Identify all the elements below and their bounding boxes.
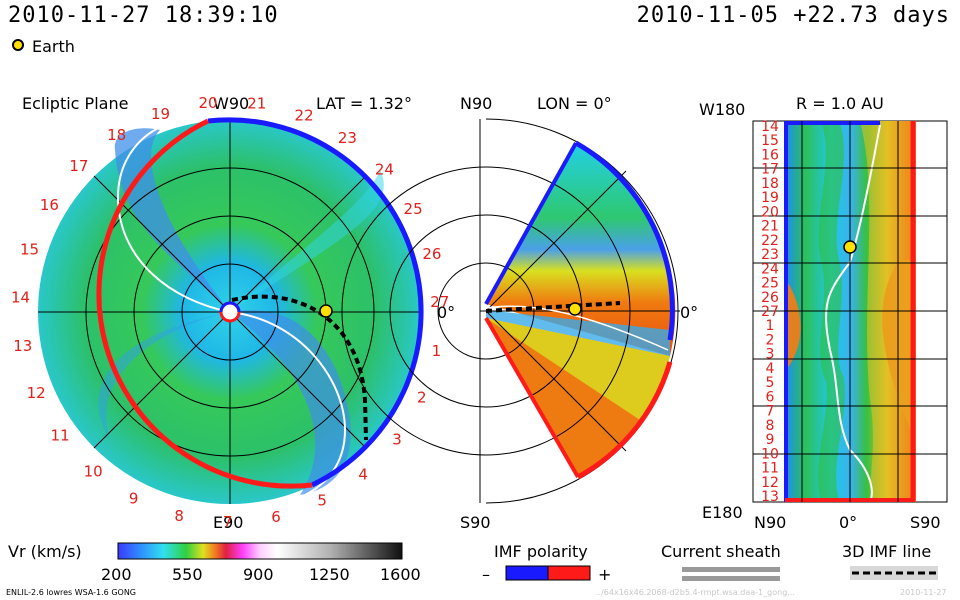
- r-panel-y-tick: 24: [761, 261, 779, 277]
- r-panel-y-tick: 7: [766, 404, 775, 420]
- current-sheath-swatch: [682, 567, 780, 581]
- day-label-26: 26: [422, 245, 441, 263]
- colorbar-tick-1250: 1250: [309, 565, 350, 584]
- r-panel-earth-marker: [843, 240, 857, 254]
- day-label-27: 27: [430, 293, 449, 311]
- colorbar-tick-550: 550: [172, 565, 203, 584]
- day-label-11: 11: [51, 426, 70, 444]
- r-panel-e180-label: E180: [702, 503, 743, 522]
- r-panel-y-tick: 27: [761, 304, 779, 320]
- r-panel-y-tick: 20: [761, 204, 779, 220]
- day-label-15: 15: [20, 240, 39, 258]
- day-label-13: 13: [13, 337, 32, 355]
- r-panel-y-tick: 1: [766, 318, 775, 334]
- ecliptic-top-label: W90: [213, 94, 250, 113]
- current-sheath-label: Current sheath: [661, 542, 781, 561]
- meridional-bottom-label: S90: [460, 513, 491, 532]
- r-panel-y-tick: 23: [761, 247, 779, 263]
- colorbar-tick-900: 900: [243, 565, 274, 584]
- imf-polarity-label: IMF polarity: [494, 542, 588, 561]
- r-panel-y-tick: 6: [766, 389, 775, 405]
- r-panel-y-tick: 16: [761, 148, 779, 164]
- day-label-24: 24: [375, 161, 394, 179]
- ecliptic-plane-plot: [38, 117, 424, 504]
- day-label-20: 20: [198, 94, 217, 112]
- imf-line-label: 3D IMF line: [842, 542, 932, 561]
- meridional-earth-marker: [568, 302, 582, 316]
- imf-polarity-swatch: [505, 565, 591, 581]
- r-panel-y-tick: 9: [766, 432, 775, 448]
- day-label-18: 18: [107, 126, 126, 144]
- day-label-2: 2: [417, 388, 427, 406]
- ecliptic-title: Ecliptic Plane: [22, 94, 129, 113]
- day-label-7: 7: [223, 513, 233, 531]
- colorbar-tick-200: 200: [101, 565, 132, 584]
- day-label-19: 19: [151, 105, 170, 123]
- r-panel-y-tick: 14: [761, 119, 779, 135]
- day-label-12: 12: [27, 384, 46, 402]
- day-label-4: 4: [358, 465, 368, 483]
- r-panel-y-tick: 19: [761, 190, 779, 206]
- colorbar-tick-1600: 1600: [380, 565, 421, 584]
- r-panel-x-tick-n90: N90: [754, 513, 787, 532]
- r-panel-y-tick: 10: [761, 446, 779, 462]
- day-label-25: 25: [404, 200, 423, 218]
- r-panel-y-tick: 22: [761, 233, 779, 249]
- date-footer: 2010-11-27: [900, 588, 947, 597]
- day-label-16: 16: [40, 196, 59, 214]
- ecliptic-earth-marker: [319, 304, 333, 318]
- r-panel-y-tick: 4: [766, 361, 775, 377]
- ecliptic-right-label: 0°: [437, 303, 456, 322]
- day-label-23: 23: [338, 129, 357, 147]
- ecliptic-lat-label: LAT = 1.32°: [316, 94, 412, 113]
- r-panel-x-tick-s90: S90: [910, 513, 941, 532]
- day-label-22: 22: [295, 107, 314, 125]
- meridional-lon-label: LON = 0°: [537, 94, 612, 113]
- r-panel-y-tick: 17: [761, 162, 779, 178]
- day-label-5: 5: [317, 492, 327, 510]
- earth-legend-icon: [12, 39, 24, 51]
- r-panel-w180-label: W180: [699, 100, 746, 119]
- day-label-6: 6: [271, 508, 281, 526]
- r-panel-y-tick: 11: [761, 461, 779, 477]
- day-label-8: 8: [174, 507, 184, 525]
- day-label-21: 21: [247, 95, 266, 113]
- run-info-label: 2010-11-05 +22.73 days: [636, 3, 950, 28]
- r-panel-x-tick-0: 0°: [839, 513, 858, 532]
- r-panel-title: R = 1.0 AU: [796, 94, 884, 113]
- day-label-17: 17: [69, 157, 88, 175]
- model-footer: ENLIL-2.6 lowres WSA-1.6 GONG: [6, 588, 136, 597]
- meridional-right-label: 0°: [680, 303, 699, 322]
- imf-line-swatch: [850, 566, 938, 580]
- r-panel-y-tick: 3: [766, 347, 775, 363]
- colorbar-label: Vr (km/s): [8, 542, 82, 561]
- day-label-14: 14: [11, 288, 30, 306]
- colorbar: [117, 542, 403, 560]
- meridional-top-label: N90: [460, 94, 493, 113]
- r-panel-y-tick: 26: [761, 290, 779, 306]
- run-id-footer: ../64x16x46.2068-d2b5.4-rmpt.wsa.daa-1_g…: [596, 588, 795, 597]
- imf-polarity-plus: +: [598, 565, 612, 584]
- imf-polarity-minus: –: [482, 565, 490, 584]
- earth-legend-label: Earth: [32, 37, 75, 56]
- day-label-9: 9: [129, 490, 139, 508]
- datetime-label: 2010-11-27 18:39:10: [8, 3, 279, 28]
- meridional-plane-plot: [341, 118, 680, 504]
- r-panel-y-tick: 13: [761, 489, 779, 505]
- r-panel-y-tick: 5: [766, 375, 775, 391]
- day-label-10: 10: [84, 462, 103, 480]
- r-panel-y-tick: 15: [761, 133, 779, 149]
- r-panel-y-tick: 8: [766, 418, 775, 434]
- r-1au-plot: [752, 120, 948, 503]
- r-panel-y-tick: 18: [761, 176, 779, 192]
- ecliptic-bottom-label: E90: [213, 513, 244, 532]
- r-panel-y-tick: 12: [761, 475, 779, 491]
- day-label-3: 3: [392, 430, 402, 448]
- r-panel-y-tick: 2: [766, 333, 775, 349]
- day-label-1: 1: [432, 342, 442, 360]
- r-panel-y-tick: 25: [761, 276, 779, 292]
- r-panel-y-tick: 21: [761, 219, 779, 235]
